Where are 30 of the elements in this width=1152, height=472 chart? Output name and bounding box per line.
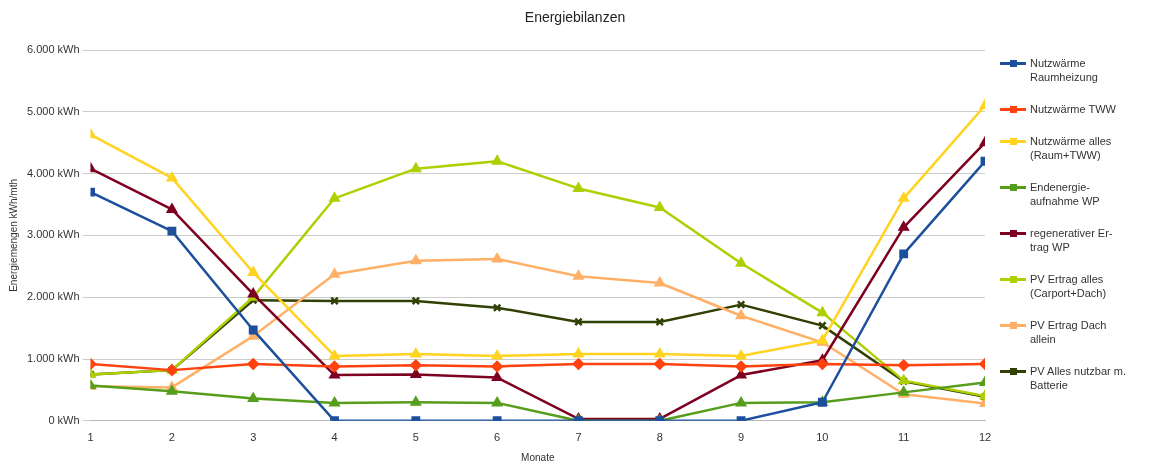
legend-label: Nutzwärme alles (Raum+TWW) — [1030, 134, 1113, 162]
legend-label: Nutzwärme TWW — [1030, 102, 1117, 116]
x-tick-label: 8 — [656, 431, 663, 444]
y-tick-label: 2.000 kWh — [26, 290, 80, 303]
y-tick-label: 4.000 kWh — [26, 166, 80, 179]
legend-label: PV Ertrag Dach allein — [1030, 318, 1108, 346]
legend-label: Nutzwärme Raumheizung — [1030, 56, 1099, 84]
x-tick-label: 7 — [575, 431, 582, 444]
y-tick-label: 0 kWh — [48, 413, 80, 426]
legend-label: Endenergie-aufnahme WP — [1030, 180, 1101, 208]
x-tick-label: 9 — [738, 431, 745, 444]
legend-label: PV Ertrag alles (Carport+Dach) — [1030, 272, 1108, 300]
y-tick-label: 5.000 kWh — [26, 104, 80, 117]
x-tick-label: 6 — [494, 431, 501, 444]
x-tick-label: 2 — [168, 431, 175, 444]
y-tick-label: 3.000 kWh — [26, 228, 80, 241]
x-axis-title: Monate — [521, 451, 555, 463]
x-tick-label: 11 — [897, 431, 910, 444]
x-tick-label: 4 — [331, 431, 338, 444]
legend-label: regenerativer Er-trag WP — [1030, 226, 1114, 254]
y-axis-title: Energiemengen kWh/mth — [7, 178, 19, 292]
y-tick-label: 1.000 kWh — [26, 352, 80, 365]
legend-label: PV Alles nutzbar m. Batterie — [1030, 364, 1127, 392]
y-tick-label: 6.000 kWh — [26, 43, 80, 56]
x-tick-label: 3 — [250, 431, 257, 444]
chart-title: Energiebilanzen — [524, 9, 626, 25]
x-tick-label: 5 — [412, 431, 419, 444]
x-tick-label: 12 — [978, 431, 992, 444]
x-tick-label: 1 — [87, 431, 94, 444]
x-tick-label: 10 — [816, 431, 829, 444]
